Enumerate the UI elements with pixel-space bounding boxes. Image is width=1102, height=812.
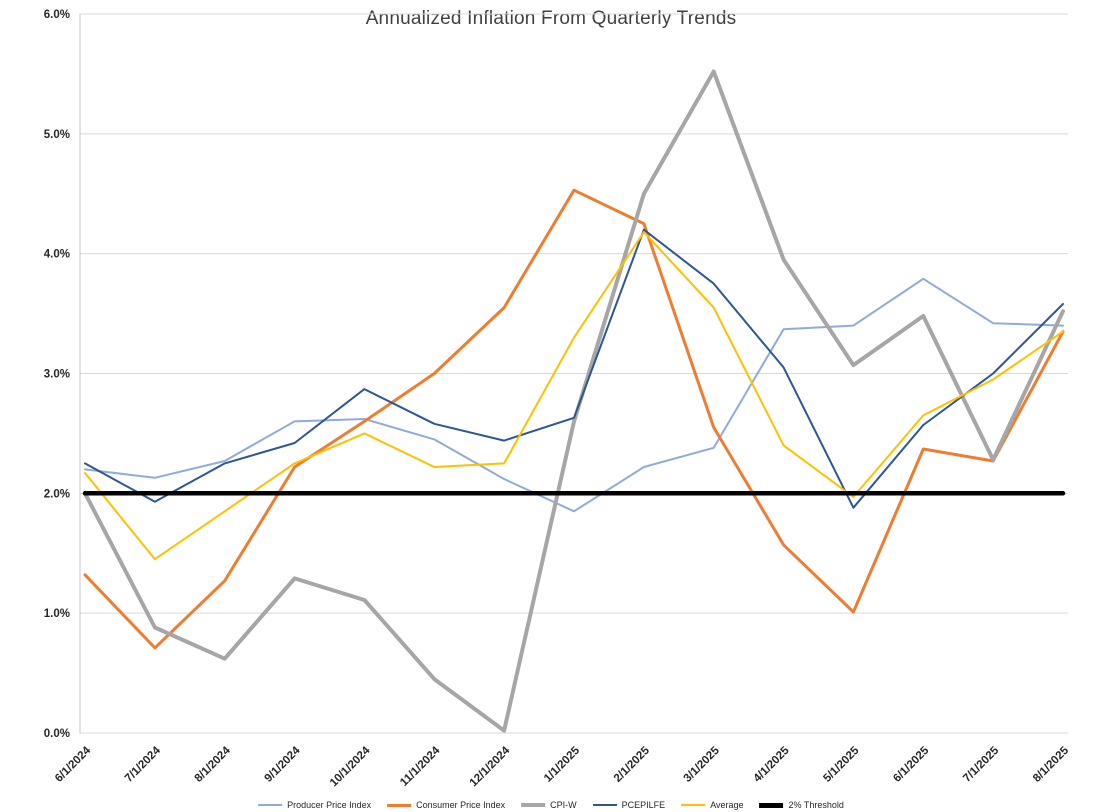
chart-legend: Producer Price Index Consumer Price Index… [258,800,844,810]
legend-label: PCEPILFE [621,800,666,810]
x-tick-label: 8/1/2024 [193,744,234,785]
y-tick-label: 3.0% [44,369,70,381]
legend-line-swatch [759,802,784,808]
x-tick-label: 7/1/2024 [123,744,164,785]
legend-item-average: Average [681,800,744,810]
y-tick-label: 1.0% [44,608,70,620]
legend-line-swatch [258,804,283,806]
x-tick-label: 7/1/2025 [961,744,1002,785]
x-tick-label: 3/1/2025 [682,744,723,785]
legend-item-consumer-price-index: Consumer Price Index [387,800,505,810]
legend-label: 2% Threshold [788,800,844,810]
series-line-producer-price-index [84,277,1064,513]
series-lines [82,69,1066,733]
y-tick-label: 2.0% [44,488,70,500]
legend-line-swatch [592,804,617,806]
x-axis-tick-labels: 6/1/2024 7/1/2024 8/1/2024 9/1/2024 10/1/202… [53,744,1072,789]
x-tick-label: 10/1/2024 [328,744,373,789]
x-tick-label: 6/1/2024 [53,744,94,785]
legend-item-cpi-w: CPI-W [521,800,577,810]
series-line-consumer-price-index [83,188,1065,650]
legend-label: Average [710,800,744,810]
x-tick-label: 4/1/2025 [752,744,793,785]
legend-line-swatch [387,803,412,807]
series-line-cpi-w [83,69,1065,733]
y-tick-label: 0.0% [44,728,70,740]
x-tick-label: 5/1/2025 [821,744,862,785]
legend-line-swatch [521,803,546,807]
x-tick-label: 1/1/2025 [542,744,583,785]
x-tick-label: 12/1/2024 [468,744,513,789]
x-tick-label: 2/1/2025 [612,744,653,785]
y-axis-tick-labels: 0.0% 1.0% 2.0% 3.0% 4.0% 5.0% 6.0% [44,9,70,740]
legend-item-2-threshold: 2% Threshold [759,800,844,810]
legend-item-pcepilfe: PCEPILFE [592,800,666,810]
gridlines [79,13,1068,734]
x-tick-label: 6/1/2025 [891,744,932,785]
x-tick-label: 9/1/2024 [263,744,304,785]
x-tick-label: 11/1/2024 [398,744,443,789]
y-tick-label: 6.0% [44,9,70,21]
legend-line-swatch [681,804,706,806]
y-tick-label: 4.0% [44,249,70,261]
chart-title: Annualized Inflation From Quarterly Tren… [365,8,737,29]
y-tick-label: 5.0% [44,129,70,141]
legend-label: CPI-W [550,800,577,810]
legend-label: Producer Price Index [287,800,372,810]
legend-item-producer-price-index: Producer Price Index [258,800,371,810]
series-line-pcepilfe [84,228,1064,509]
legend-label: Consumer Price Index [416,800,506,810]
x-tick-label: 8/1/2025 [1031,744,1072,785]
